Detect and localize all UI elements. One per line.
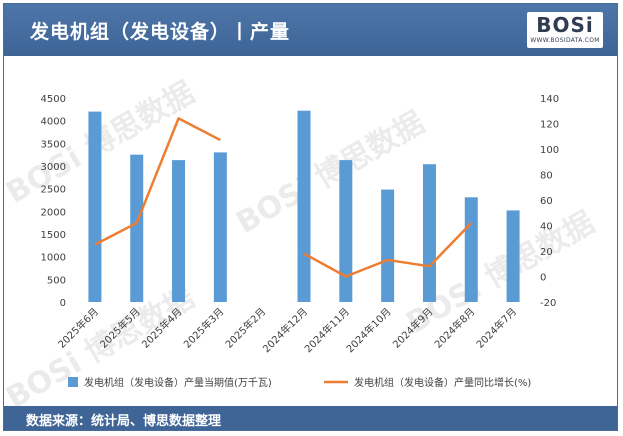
y-left-tick-label: 3500 [41,139,66,150]
x-tick-label: 2024年7月 [473,305,519,351]
y-right-tick-label: 80 [540,171,553,182]
page-title: 发电机组（发电设备）丨产量 [30,21,291,43]
bar [88,111,102,302]
bar [213,152,227,302]
y-right-tick-label: 20 [540,247,553,258]
y-right-tick-label: 60 [540,196,553,207]
line-series [94,117,473,278]
y-left-tick-label: 4500 [41,94,66,105]
bar [339,160,353,302]
logo-text: BOSi [536,13,594,37]
data-source: 数据来源：统计局、博思数据整理 [26,414,222,429]
y-left-tick-label: 3000 [41,162,66,173]
bar [130,154,144,302]
legend: 发电机组（发电设备）产量当期值(万千瓦) 发电机组（发电设备）产量同比增长(%) [68,376,531,389]
y-right-tick-label: 0 [540,273,546,284]
header-bar: 发电机组（发电设备）丨产量 BOSi WWW.BOSIDATA.COM [4,4,617,56]
bar [506,210,520,302]
y-right-tick-label: 140 [540,94,559,105]
y-left-tick-label: 0 [60,298,66,309]
logo-subtext: WWW.BOSIDATA.COM [530,37,600,44]
bar [422,164,436,302]
legend-bar-swatch [68,377,78,387]
line-segment [94,117,221,246]
chart-frame: 发电机组（发电设备）丨产量 BOSi WWW.BOSIDATA.COM BOSi… [3,3,618,431]
bar [381,189,395,302]
y-right-tick-label: 40 [540,222,553,233]
y-left-tick-label: 2500 [41,185,66,196]
y-left-tick-label: 2000 [41,207,66,218]
x-tick-label: 2024年10月 [343,305,393,355]
bar [297,110,311,303]
y-right-tick-label: -20 [540,298,556,309]
y-left-tick-label: 1500 [41,230,66,241]
y-right-tick-label: 100 [540,145,559,156]
y-left-tick-label: 500 [47,275,66,286]
y-axis-right: -20 0 20 40 60 80 100 120 140 [540,94,559,309]
y-left-tick-label: 1000 [41,253,66,264]
y-right-tick-label: 120 [540,120,559,131]
bar [464,197,478,302]
bar-series [88,110,520,303]
legend-bar-label: 发电机组（发电设备）产量当期值(万千瓦) [84,376,272,389]
combo-chart: BOSi 博思数据 BOSi 博思数据 BOSi 博思数据 BOSi 博思数据 … [4,75,600,408]
y-left-tick-label: 4000 [41,117,66,128]
legend-line-label: 发电机组（发电设备）产量同比增长(%) [354,376,531,389]
y-axis-left: 0 500 1000 1500 2000 2500 3000 3500 4000 4500 [41,94,66,309]
brand-logo: BOSi WWW.BOSIDATA.COM [527,12,603,48]
footer-bar: 数据来源：统计局、博思数据整理 [4,406,617,430]
svg-text:BOSi 博思数据: BOSi 博思数据 [4,75,200,211]
x-tick-label: 2025年2月 [222,305,268,351]
bar [172,160,186,302]
svg-text:BOSi 博思数据: BOSi 博思数据 [231,105,431,241]
line-segment [303,222,473,278]
